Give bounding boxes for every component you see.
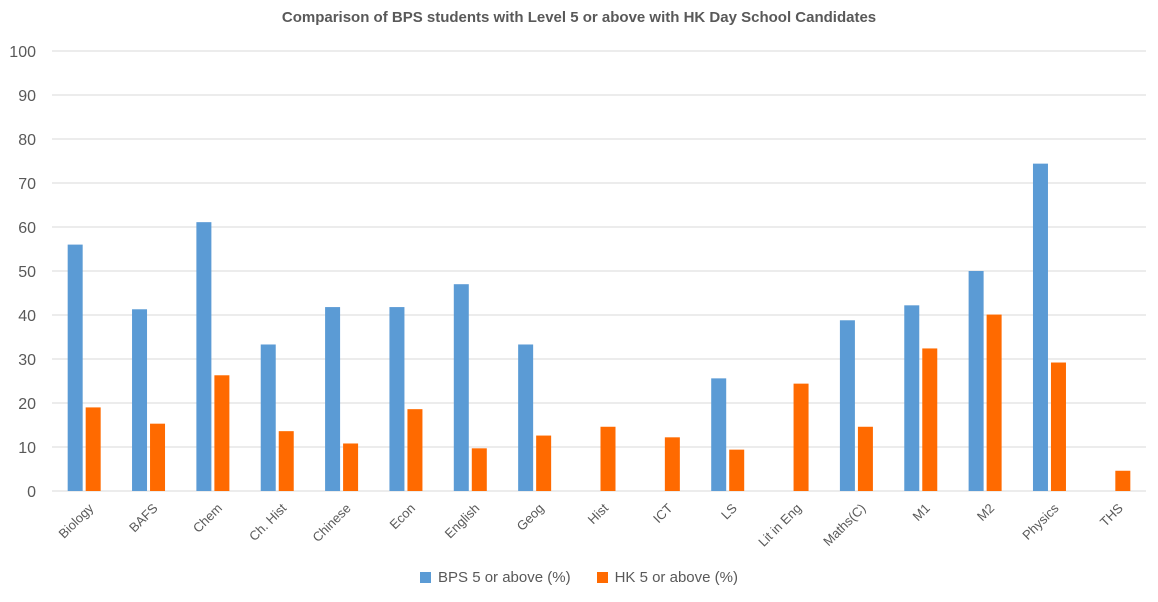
y-tick-label: 90 <box>18 88 36 105</box>
x-tick-label: M2 <box>974 501 997 524</box>
bar-hk <box>729 449 745 491</box>
x-tick-label: Ch. Hist <box>246 500 290 544</box>
x-tick-label: Biology <box>56 500 97 541</box>
bar-hk <box>536 435 552 491</box>
x-tick-label: THS <box>1097 500 1126 529</box>
bar-hk <box>664 437 680 491</box>
bar-hk <box>214 375 230 491</box>
bar-hk <box>986 314 1002 491</box>
bar-hk <box>1115 470 1131 491</box>
bar-hk <box>407 409 423 491</box>
x-tick-label: M1 <box>910 501 933 524</box>
y-tick-label: 40 <box>18 308 36 325</box>
x-tick-label: LS <box>718 500 740 522</box>
x-tick-label: Geog <box>514 501 547 534</box>
y-tick-label: 80 <box>18 132 36 149</box>
bar-hk <box>1050 362 1066 491</box>
y-tick-label: 30 <box>18 352 36 369</box>
x-tick-label: Chem <box>190 501 225 536</box>
legend-swatch-hk <box>596 572 608 583</box>
legend: BPS 5 or above (%) HK 5 or above (%) <box>0 569 1158 586</box>
bar-bps <box>453 284 469 491</box>
bar-bps <box>839 320 855 491</box>
y-tick-label: 70 <box>18 176 36 193</box>
bar-hk <box>471 448 487 491</box>
x-tick-label: Hist <box>585 500 612 527</box>
bar-bps <box>711 378 727 491</box>
bar-bps <box>904 305 920 491</box>
legend-label-hk: HK 5 or above (%) <box>614 569 738 586</box>
bar-hk <box>600 426 616 491</box>
y-tick-label: 60 <box>18 220 36 237</box>
bar-bps <box>132 309 148 491</box>
bar-bps <box>968 271 984 491</box>
bar-hk <box>857 426 873 491</box>
bar-hk <box>278 431 294 491</box>
x-tick-label: Econ <box>386 501 418 533</box>
legend-item-bps: BPS 5 or above (%) <box>420 569 571 586</box>
chart-title: Comparison of BPS students with Level 5 … <box>281 9 877 26</box>
y-tick-label: 50 <box>18 264 36 281</box>
bar-bps <box>260 344 276 491</box>
bar-bps <box>325 307 341 491</box>
legend-item-hk: HK 5 or above (%) <box>596 569 738 586</box>
bar-bps <box>1032 163 1048 491</box>
bar-bps <box>196 222 212 491</box>
x-tick-label: ICT <box>650 500 675 525</box>
bar-hk <box>85 407 101 491</box>
y-tick-label: 0 <box>27 484 36 501</box>
y-tick-label: 100 <box>9 44 36 61</box>
x-tick-label: Maths(C) <box>820 501 868 549</box>
bar-hk <box>343 443 359 491</box>
x-tick-label: Chinese <box>309 501 353 545</box>
x-tick-label: Physics <box>1019 500 1062 543</box>
bar-bps <box>67 244 83 491</box>
x-tick-label: BAFS <box>126 500 161 535</box>
legend-swatch-bps <box>420 572 432 583</box>
x-tick-label: Lit in Eng <box>755 501 804 550</box>
y-tick-label: 10 <box>18 440 36 457</box>
bar-hk <box>150 423 166 491</box>
bar-bps <box>389 307 405 491</box>
bar-bps <box>518 344 534 491</box>
bar-hk <box>922 348 938 491</box>
legend-label-bps: BPS 5 or above (%) <box>438 569 571 586</box>
y-tick-label: 20 <box>18 396 36 413</box>
x-tick-label: English <box>442 501 483 542</box>
bar-hk <box>793 383 809 491</box>
